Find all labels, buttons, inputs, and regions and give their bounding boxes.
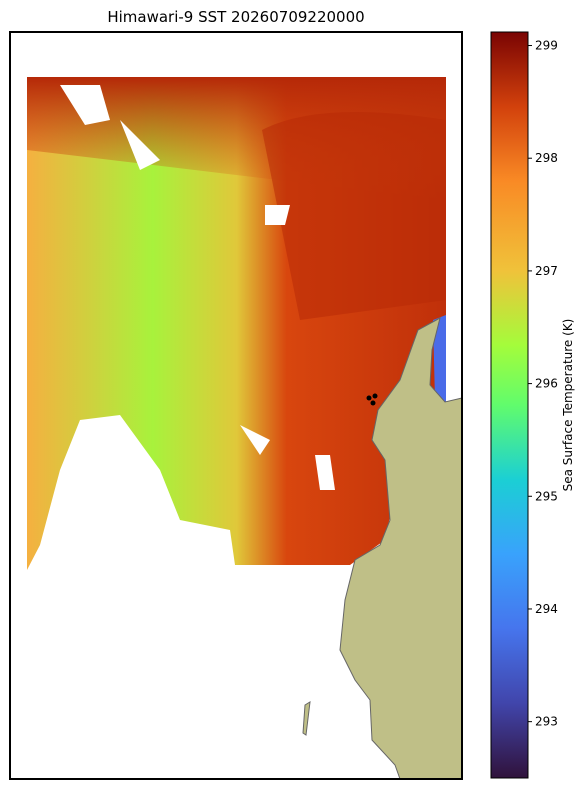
colorbar-tick-label: 297 — [535, 264, 558, 278]
map — [9, 31, 463, 780]
colorbar-gradient — [490, 31, 529, 779]
colorbar-tick-label: 293 — [535, 715, 558, 729]
colorbar-tick-label: 294 — [535, 602, 558, 616]
marker — [372, 393, 378, 399]
colorbar-tick-label: 295 — [535, 489, 558, 503]
colorbar-tick-label: 298 — [535, 151, 558, 165]
colorbar-tick-label: 299 — [535, 39, 558, 53]
colorbar-tick-label: 296 — [535, 377, 558, 391]
marker — [370, 400, 376, 406]
map-title: Himawari-9 SST 20260709220000 — [107, 8, 364, 26]
colorbar: 293 294 295 296 297 298 299 — [490, 31, 558, 779]
island — [302, 701, 311, 736]
markers — [366, 393, 378, 406]
warm-eddy — [262, 112, 446, 320]
land — [339, 317, 463, 780]
colorbar-label: Sea Surface Temperature (K) — [561, 319, 575, 492]
coastal-cold — [433, 315, 446, 405]
marker — [366, 395, 372, 401]
map-frame — [9, 31, 463, 780]
